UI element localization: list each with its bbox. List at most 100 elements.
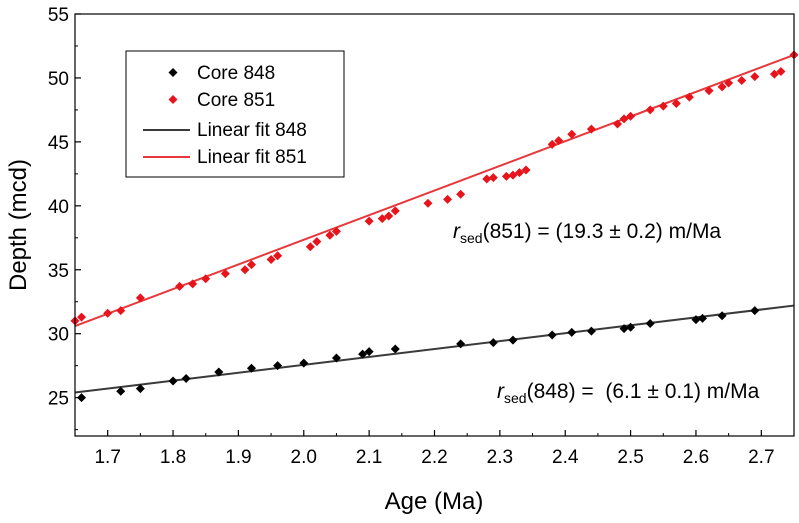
data-point-core-851 (325, 230, 335, 240)
data-point-core-851 (482, 174, 492, 184)
data-point-core-848 (645, 318, 655, 328)
x-tick-label: 2.1 (356, 447, 382, 468)
data-point-core-848 (168, 376, 178, 386)
data-point-core-851 (135, 293, 145, 303)
data-point-core-851 (613, 119, 623, 129)
data-point-core-848 (626, 322, 636, 332)
data-point-core-848 (619, 324, 629, 334)
data-point-core-851 (658, 101, 668, 111)
data-point-core-848 (547, 330, 557, 340)
data-point-core-851 (305, 242, 315, 252)
data-point-core-851 (331, 226, 341, 236)
data-point-core-851 (266, 255, 276, 265)
data-point-core-848 (364, 347, 374, 357)
data-point-core-848 (717, 311, 727, 321)
legend-marker-core-851 (168, 95, 178, 104)
data-point-core-851 (554, 136, 564, 146)
data-point-core-851 (364, 216, 374, 226)
data-point-core-848 (77, 393, 87, 403)
data-point-core-851 (390, 206, 400, 216)
data-point-core-851 (443, 194, 453, 204)
x-tick-label: 2.6 (683, 447, 709, 468)
x-tick-label: 2.2 (421, 447, 447, 468)
data-point-core-848 (390, 344, 400, 354)
data-point-core-851 (547, 139, 557, 149)
data-point-core-848 (116, 386, 126, 396)
data-point-core-851 (724, 78, 734, 88)
data-point-core-851 (220, 269, 230, 279)
data-point-core-848 (456, 339, 466, 349)
x-tick-label: 2.7 (748, 447, 774, 468)
data-point-core-848 (488, 338, 498, 348)
data-point-core-851 (377, 214, 387, 224)
data-point-core-851 (384, 211, 394, 221)
legend-label-core-848: Core 848 (197, 63, 275, 84)
data-point-core-851 (704, 86, 714, 96)
y-tick-label: 45 (48, 133, 69, 154)
data-point-core-848 (691, 315, 701, 325)
data-point-core-851 (671, 99, 681, 109)
data-point-core-851 (423, 198, 433, 208)
data-point-core-851 (684, 92, 694, 102)
data-point-core-851 (488, 173, 498, 183)
data-point-core-848 (331, 353, 341, 363)
fit-line-851 (74, 53, 795, 327)
data-point-core-848 (567, 327, 577, 337)
data-point-core-851 (77, 312, 87, 322)
data-point-core-851 (273, 251, 283, 261)
x-tick-label: 2.4 (552, 447, 579, 468)
data-point-core-851 (514, 168, 524, 178)
data-point-core-851 (737, 75, 747, 85)
data-point-core-851 (567, 129, 577, 139)
data-point-core-848 (181, 373, 191, 383)
data-point-core-848 (246, 363, 256, 373)
data-point-core-848 (273, 361, 283, 371)
data-point-core-851 (626, 111, 636, 121)
y-tick-label: 40 (48, 197, 69, 218)
annotation-rsed-851-r: r (453, 220, 461, 243)
y-tick-label: 35 (48, 261, 69, 282)
data-point-core-848 (697, 313, 707, 323)
legend-marker-core-848 (168, 68, 178, 77)
data-point-core-851 (240, 265, 250, 275)
data-point-core-848 (214, 367, 224, 377)
data-point-core-851 (501, 171, 511, 181)
annotation-rsed-848-text: (848) = (6.1 ± 0.1) m/Ma (527, 380, 760, 403)
annotation-rsed-851-subscript: sed (460, 230, 483, 246)
legend: Core 848 Core 851 Linear fit 848 Linear … (125, 50, 345, 178)
data-point-core-851 (645, 105, 655, 115)
legend-label-fit-851: Linear fit 851 (197, 147, 307, 168)
y-tick-label: 25 (48, 389, 69, 410)
annotation-rsed-851-text: (851) = (19.3 ± 0.2) m/Ma (483, 220, 722, 243)
legend-label-core-851: Core 851 (197, 90, 275, 111)
data-point-core-851 (103, 308, 113, 318)
data-point-core-848 (135, 384, 145, 394)
data-point-core-848 (358, 349, 368, 359)
data-point-core-851 (456, 189, 466, 199)
data-point-core-851 (116, 306, 126, 316)
x-tick-label: 2.5 (617, 447, 643, 468)
data-point-core-851 (312, 237, 322, 247)
data-point-core-851 (521, 165, 531, 175)
annotation-rsed-848-subscript: sed (504, 390, 527, 406)
annotation-rsed-848: rsed(848) = (6.1 ± 0.1) m/Ma (497, 380, 760, 406)
annotation-rsed-851: rsed(851) = (19.3 ± 0.2) m/Ma (453, 220, 721, 246)
data-point-core-851 (717, 82, 727, 92)
data-point-core-851 (175, 281, 185, 291)
y-tick-label: 30 (48, 325, 69, 346)
data-point-core-848 (299, 358, 309, 368)
data-point-core-848 (750, 306, 760, 316)
y-tick-label: 50 (48, 69, 69, 90)
y-axis-label: Depth (mcd) (5, 159, 32, 291)
x-tick-label: 2.3 (487, 447, 513, 468)
fit-line-848 (74, 304, 795, 394)
data-point-core-851 (201, 274, 211, 284)
data-point-core-851 (619, 114, 629, 124)
legend-label-fit-848: Linear fit 848 (197, 120, 307, 141)
x-tick-label: 2.0 (291, 447, 317, 468)
data-point-core-851 (750, 72, 760, 82)
data-point-core-851 (246, 260, 256, 270)
data-point-core-851 (776, 67, 786, 77)
annotation-rsed-848-r: r (497, 380, 505, 403)
